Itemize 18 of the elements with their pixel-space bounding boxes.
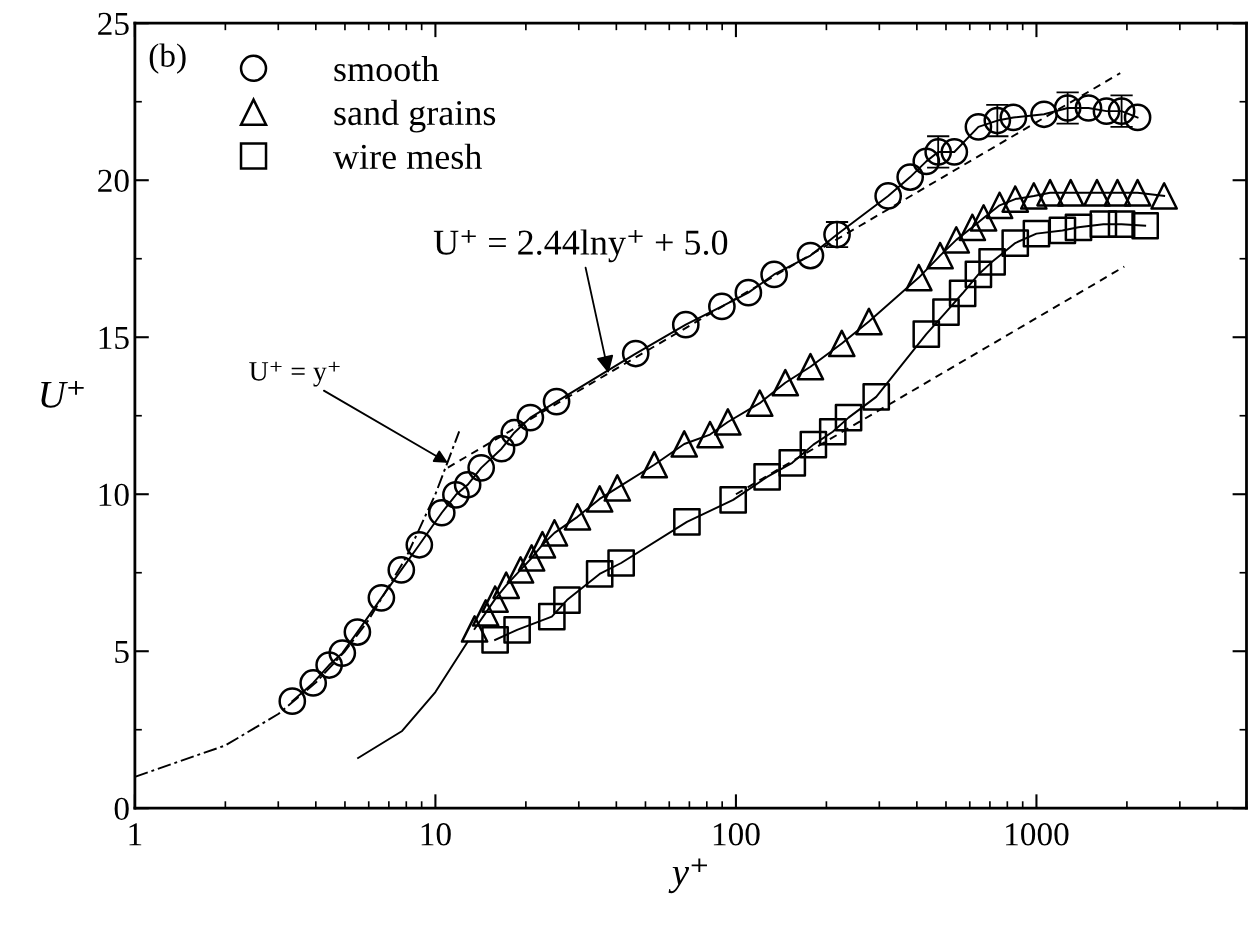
annotation: (b) xyxy=(149,43,186,74)
y-tick-label: 15 xyxy=(99,326,129,350)
annotation: U⁺ = 2.44lny⁺ + 5.0 xyxy=(433,229,728,263)
legend-label: wire mesh xyxy=(333,143,482,170)
x-tick-label: 1000 xyxy=(1006,823,1069,846)
x-tick-label: 1 xyxy=(129,823,142,846)
legend-label: sand grains xyxy=(334,99,496,133)
x-tick-label: 100 xyxy=(713,823,760,846)
x-axis-title: y⁺ xyxy=(668,858,707,894)
y-tick-label: 25 xyxy=(98,12,129,36)
y-axis-title: U⁺ xyxy=(41,381,84,408)
legend-label: smooth xyxy=(334,55,439,82)
y-tick-label: 20 xyxy=(98,169,129,193)
y-tick-label: 10 xyxy=(99,483,129,507)
annotation: U⁺ = y⁺ xyxy=(249,361,340,387)
y-tick-label: 5 xyxy=(115,640,129,664)
x-tick-label: 10 xyxy=(421,823,451,846)
y-tick-label: 0 xyxy=(114,797,129,821)
